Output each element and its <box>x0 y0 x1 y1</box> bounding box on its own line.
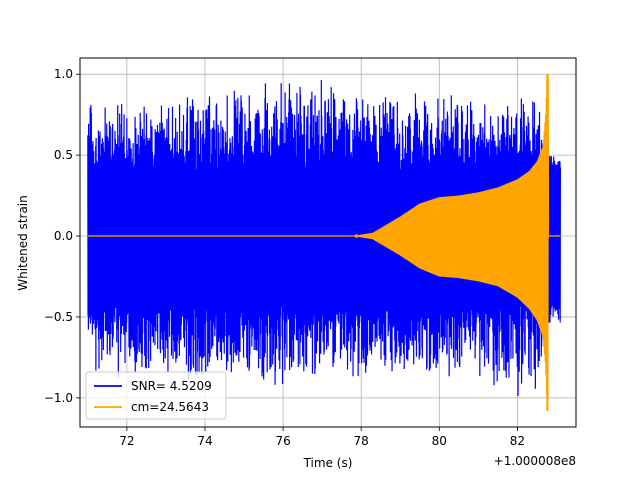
y-axis-label: Whitened strain <box>16 195 30 291</box>
axis-ticks: 72 74 76 78 80 82 −1.0 −0.5 0.0 0.5 1.0 <box>44 67 525 448</box>
y-tick-label: 1.0 <box>54 67 73 81</box>
series-layer <box>87 74 561 411</box>
x-tick-label: 82 <box>510 434 525 448</box>
x-tick-label: 76 <box>275 434 290 448</box>
legend-label-snr: SNR= 4.5209 <box>131 379 212 393</box>
x-tick-label: 72 <box>119 434 134 448</box>
x-tick-label: 78 <box>354 434 369 448</box>
y-tick-label: −1.0 <box>44 391 73 405</box>
x-axis-label: Time (s) <box>303 456 353 470</box>
series-cm-line <box>87 74 561 411</box>
y-tick-label: 0.0 <box>54 229 73 243</box>
y-tick-label: 0.5 <box>54 148 73 162</box>
x-tick-label: 74 <box>197 434 212 448</box>
legend-label-cm: cm=24.5643 <box>131 400 209 414</box>
x-axis-offset-label: +1.000008e8 <box>494 454 576 468</box>
x-tick-label: 80 <box>432 434 447 448</box>
y-tick-label: −0.5 <box>44 310 73 324</box>
series-snr-line <box>87 80 561 396</box>
plot-area-frame <box>79 57 577 428</box>
legend: SNR= 4.5209 cm=24.5643 <box>85 371 227 420</box>
